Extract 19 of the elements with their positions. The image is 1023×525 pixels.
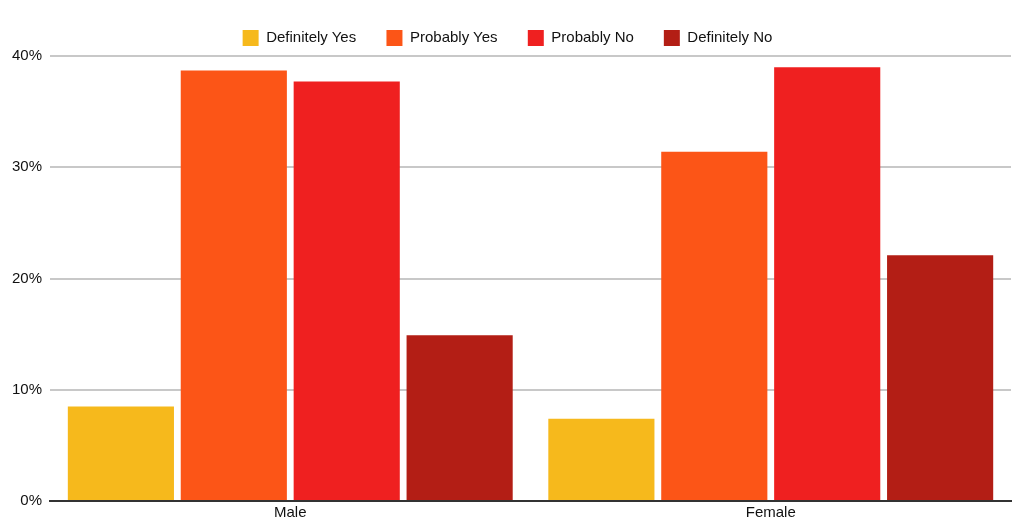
- y-tick-label: 40%: [11, 46, 43, 64]
- legend-label: Definitely Yes: [266, 28, 357, 46]
- bar: [180, 70, 287, 500]
- bar: [293, 81, 400, 500]
- bar: [774, 67, 881, 500]
- bar: [661, 151, 768, 500]
- y-tick-label: 0%: [20, 491, 43, 509]
- bar: [887, 255, 994, 500]
- bar: [67, 406, 174, 500]
- legend-label: Probably No: [551, 28, 634, 46]
- x-tick-label: Male: [274, 503, 307, 521]
- legend-label: Probably Yes: [409, 28, 498, 46]
- y-tick-label: 30%: [11, 157, 43, 175]
- y-tick-label: 20%: [11, 268, 43, 286]
- legend-label: Definitely No: [687, 28, 773, 46]
- x-tick-label: Female: [745, 503, 796, 521]
- y-tick-label: 10%: [11, 379, 43, 397]
- bar: [406, 335, 513, 500]
- bar: [548, 418, 655, 500]
